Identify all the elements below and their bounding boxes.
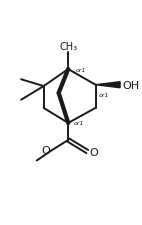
- Text: or1: or1: [74, 121, 84, 126]
- Text: or1: or1: [76, 68, 86, 73]
- Text: O: O: [41, 146, 50, 155]
- Text: O: O: [89, 147, 98, 157]
- Text: OH: OH: [122, 80, 139, 90]
- Text: CH₃: CH₃: [59, 42, 77, 52]
- Polygon shape: [96, 82, 120, 88]
- Text: or1: or1: [99, 93, 109, 98]
